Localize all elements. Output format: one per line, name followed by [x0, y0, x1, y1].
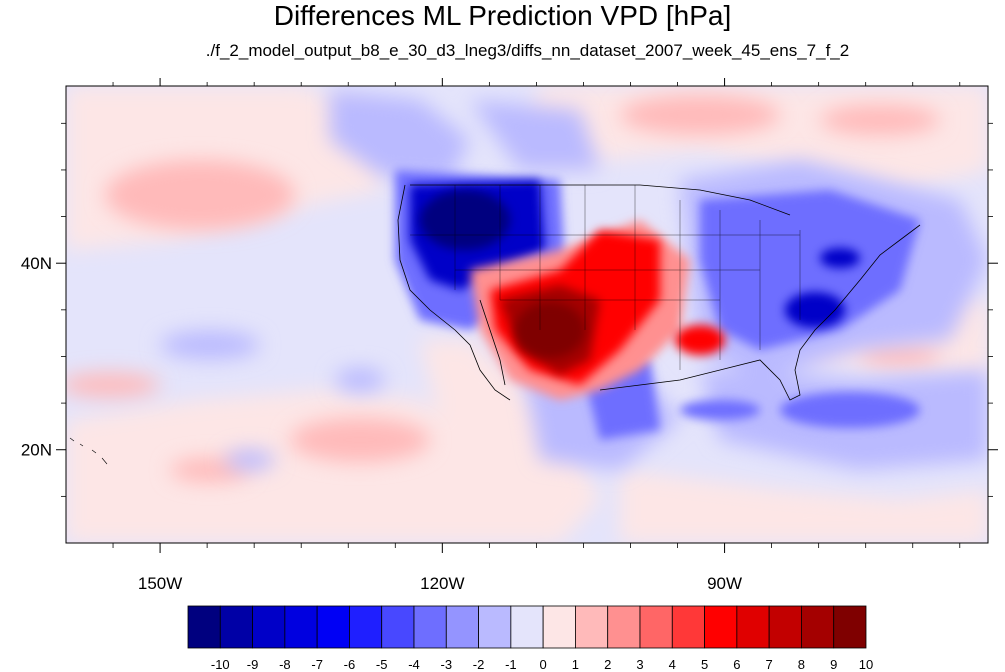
colorbar-label: 10	[859, 657, 873, 672]
colorbar-swatch	[671, 605, 705, 649]
state-borders	[410, 185, 801, 370]
colorbar-swatch	[219, 605, 253, 649]
colorbar-swatch	[704, 605, 738, 649]
figure-title: Differences ML Prediction VPD [hPa]	[273, 0, 732, 31]
colorbar-swatch	[478, 605, 512, 649]
figure-subtitle: ./f_2_model_output_b8_e_30_d3_lneg3/diff…	[205, 41, 850, 60]
colorbar-label: -2	[473, 657, 485, 672]
colorbar-label: -9	[247, 657, 259, 672]
colorbar-swatch	[607, 605, 641, 649]
y-tick-label: 40N	[21, 254, 52, 273]
colorbar-label: -4	[408, 657, 420, 672]
y-tick-label: 20N	[21, 441, 52, 460]
colorbar: -10 -9 -8 -7 -6 -5 -4 -3 -2 -1 0 1 2 3 4 5 6 7 8 9 10	[187, 605, 873, 672]
colorbar-swatch	[349, 605, 383, 649]
colorbar-swatch	[575, 605, 609, 649]
colorbar-label: 5	[701, 657, 708, 672]
colorbar-label: 2	[604, 657, 611, 672]
x-axis-ticks: 150W 120W 90W	[112, 78, 961, 593]
x-tick-label: 120W	[420, 574, 464, 593]
colorbar-label: -10	[211, 657, 230, 672]
colorbar-swatch	[187, 605, 221, 649]
colorbar-swatch	[768, 605, 802, 649]
colorbar-swatch	[801, 605, 835, 649]
colorbar-label: 1	[572, 657, 579, 672]
colorbar-label: -3	[441, 657, 453, 672]
colorbar-label: 9	[830, 657, 837, 672]
colorbar-label: 7	[766, 657, 773, 672]
colorbar-label: -7	[311, 657, 323, 672]
colorbar-label: 6	[733, 657, 740, 672]
colorbar-label: 8	[798, 657, 805, 672]
hawaii-islands	[69, 437, 108, 465]
x-tick-label: 90W	[707, 574, 742, 593]
coastlines	[397, 184, 921, 401]
colorbar-label: 3	[636, 657, 643, 672]
colorbar-swatch	[252, 605, 286, 649]
colorbar-swatch	[542, 605, 576, 649]
colorbar-label: 4	[669, 657, 676, 672]
x-tick-label: 150W	[138, 574, 182, 593]
colorbar-label: 0	[540, 657, 547, 672]
colorbar-swatch	[510, 605, 544, 649]
colorbar-swatch	[316, 605, 350, 649]
colorbar-swatch	[445, 605, 479, 649]
map-panel	[66, 86, 988, 543]
medium-positive-field	[66, 95, 940, 482]
colorbar-swatch	[736, 605, 770, 649]
colorbar-label: -5	[376, 657, 388, 672]
colorbar-swatch	[413, 605, 447, 649]
y-axis-ticks: 40N 20N	[21, 122, 998, 497]
colorbar-swatch	[833, 605, 867, 649]
positive-field-core	[515, 302, 585, 358]
map-frame	[65, 85, 989, 544]
colorbar-label: -6	[344, 657, 356, 672]
colorbar-label: -8	[279, 657, 291, 672]
colorbar-swatch	[639, 605, 673, 649]
colorbar-label: -1	[505, 657, 517, 672]
colorbar-swatch	[284, 605, 318, 649]
strongest-negative-field	[420, 190, 510, 250]
colorbar-swatch	[381, 605, 415, 649]
